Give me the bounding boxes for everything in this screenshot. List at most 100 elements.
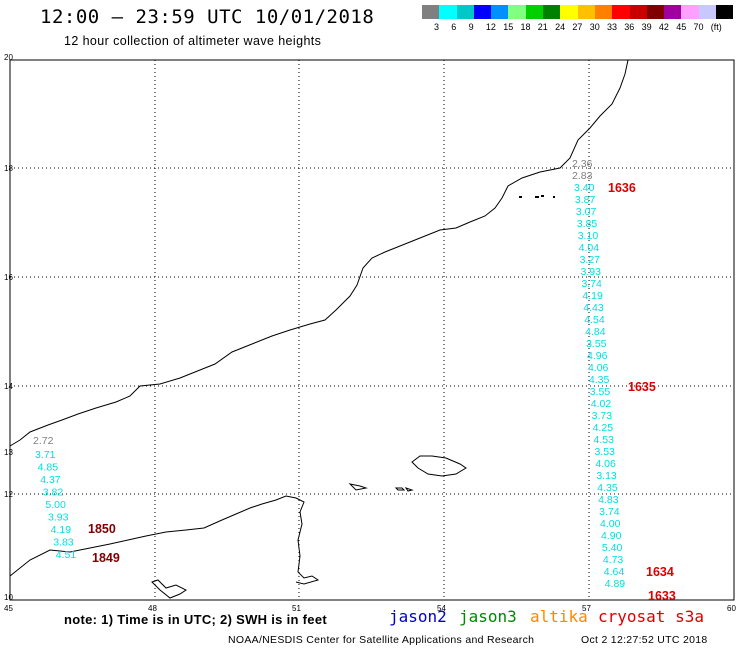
wave-height-label: 3.85 [577,218,598,230]
wave-height-label: 4.51 [56,549,77,561]
wave-height-label: 4.90 [601,530,622,542]
pass-time-label: 1850 [88,522,116,536]
wave-height-label: 3.27 [580,254,601,266]
color-scale-label: 42 [658,22,669,32]
wave-height-label: 3.53 [594,446,615,458]
graticule [10,60,734,600]
wave-height-label: 4.64 [604,566,625,578]
wave-height-label: 4.04 [579,242,600,254]
grey-value-label: 2.36 [572,158,593,170]
color-scale-label: 24 [555,22,566,32]
lat-tick-label: 10 [4,593,13,602]
wave-height-label: 4.06 [595,458,616,470]
track-b-labels: 2.72 3.714.854.373.825.003.934.193.834.51… [33,435,120,565]
lon-tick-label: 45 [4,604,13,613]
legend-altika: altika [530,607,588,626]
color-scale-label: 33 [607,22,618,32]
longitude-tick-labels: 45 48 51 54 57 60 [4,604,736,613]
lat-tick-label: 16 [4,273,13,282]
wave-height-label: 3.40 [574,182,595,194]
color-scale-label: 45 [676,22,687,32]
grey-value-label: 2.83 [572,170,593,182]
color-scale-label: 6 [451,22,457,32]
wave-height-label: 4.54 [584,314,605,326]
color-swatch [560,5,578,19]
color-scale-label: 36 [624,22,635,32]
wave-height-label: 4.06 [588,362,609,374]
islands [519,195,555,198]
wave-height-label: 3.82 [43,487,64,499]
color-scale-label: 12 [485,22,496,32]
wave-height-label: 3.93 [581,266,602,278]
wave-height-label: 4.19 [51,524,72,536]
wave-height-label: 4.43 [583,302,604,314]
wave-height-label: 4.02 [591,398,612,410]
lat-tick-label: 20 [4,53,13,62]
wave-height-label: 3.83 [53,537,74,549]
lat-tick-label: 13 [4,448,13,457]
wave-height-label: 4.83 [598,494,619,506]
color-swatch [716,5,734,19]
lon-tick-label: 48 [148,604,157,613]
map-frame [9,59,735,601]
wave-height-label: 3.55 [586,338,607,350]
color-swatch [473,5,492,19]
pass-time-label: 1635 [628,380,656,394]
lat-tick-label: 14 [4,382,13,391]
color-scale-label: 18 [520,22,531,32]
page-title: 12:00 – 23:59 UTC 10/01/2018 [40,6,375,28]
color-swatch [698,5,717,19]
color-swatch [646,5,665,19]
color-swatch [629,5,647,19]
credit-text: NOAA/NESDIS Center for Satellite Applica… [228,634,535,646]
color-swatch [681,5,699,19]
wave-height-label: 4.96 [587,350,608,362]
color-swatch [508,5,526,19]
pass-time-label: 1636 [608,181,636,195]
coastline [9,59,629,599]
color-swatch [577,5,595,19]
track-a-labels: 2.362.833.403.873.073.853.104.043.273.93… [572,158,676,603]
wave-height-label: 4.53 [594,434,615,446]
color-scale-label: 9 [468,22,474,32]
color-swatch [594,5,613,19]
color-scale-bar [422,5,734,19]
grey-value-label: 2.72 [33,435,54,447]
wave-height-label: 4.84 [585,326,606,338]
wave-height-label: 4.89 [605,578,626,590]
color-scale-label: 30 [589,22,600,32]
wave-height-label: 3.74 [581,278,602,290]
color-swatch [612,5,630,19]
wave-height-label: 4.25 [593,422,614,434]
lon-tick-label: 54 [437,604,446,613]
lon-tick-label: 51 [292,604,301,613]
color-swatch [491,5,509,19]
wave-height-label: 3.74 [599,506,620,518]
legend-cryosat: cryosat s3a [598,607,704,626]
wave-height-label: 4.35 [589,374,610,386]
wave-height-label: 3.13 [596,470,617,482]
wave-height-label: 4.37 [40,474,61,486]
color-scale-label: 39 [641,22,652,32]
wave-height-label: 3.71 [35,449,56,461]
color-scale-labels: 3 6 9 12 15 18 21 24 27 30 33 36 39 42 45 70 (ft) [422,22,740,34]
latitude-tick-labels: 20 18 16 14 13 12 10 [4,53,13,602]
color-scale-label: 21 [537,22,548,32]
color-scale-label: 70 [693,22,704,32]
footnote: note: 1) Time is in UTC; 2) SWH is in fe… [64,612,327,627]
color-scale-label: 27 [572,22,583,32]
lon-tick-label: 60 [727,604,736,613]
wave-height-label: 4.19 [582,290,603,302]
wave-height-label: 4.85 [38,462,59,474]
wave-height-label: 4.35 [597,482,618,494]
lat-tick-label: 12 [4,490,13,499]
wave-height-label: 4.73 [603,554,624,566]
wave-height-label: 3.93 [48,512,69,524]
color-swatch [439,5,457,19]
generated-timestamp: Oct 2 12:27:52 UTC 2018 [581,634,708,646]
color-swatch [456,5,474,19]
lat-tick-label: 18 [4,164,13,173]
wave-height-label: 3.73 [592,410,613,422]
color-swatch [422,5,440,19]
